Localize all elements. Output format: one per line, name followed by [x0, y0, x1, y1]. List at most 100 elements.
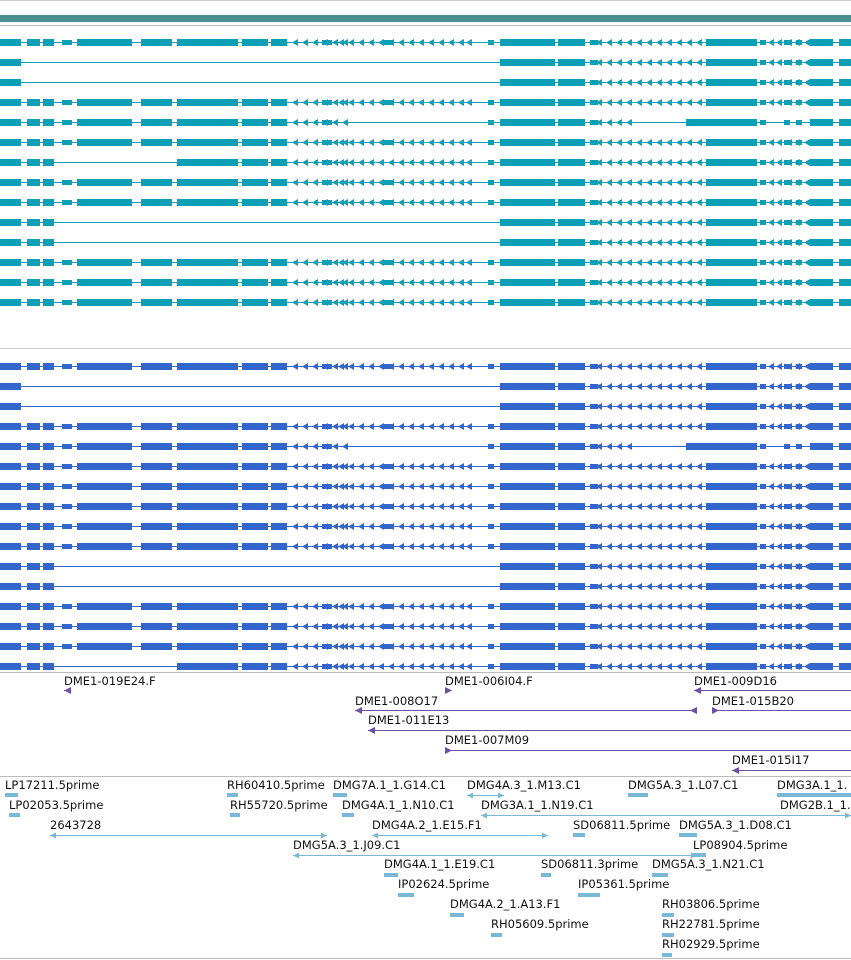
est-alignment[interactable] — [578, 893, 600, 897]
bac-label[interactable]: DME1-008O17 — [355, 694, 438, 708]
transcript-row[interactable] — [0, 79, 851, 86]
bac-clone[interactable] — [445, 747, 851, 754]
est-label[interactable]: DMG4A.3_1.M13.C1 — [467, 778, 581, 792]
est-label[interactable]: DMG5A.3_1.D08.C1 — [679, 818, 792, 832]
bac-label[interactable]: DME1-015B20 — [712, 694, 794, 708]
est-alignment[interactable] — [5, 793, 18, 797]
bac-clone[interactable] — [712, 707, 851, 714]
est-alignment[interactable] — [230, 813, 240, 817]
est-alignment[interactable] — [573, 833, 585, 837]
transcript-row[interactable] — [0, 179, 851, 186]
transcript-row[interactable] — [0, 603, 851, 610]
bac-clone[interactable] — [368, 727, 851, 734]
bac-clone[interactable] — [694, 687, 851, 694]
est-label[interactable]: RH22781.5prime — [662, 917, 760, 931]
est-label[interactable]: DMG4A.2_1.A13.F1 — [450, 897, 560, 911]
est-label[interactable]: DMG4A.2_1.E15.F1 — [372, 818, 482, 832]
est-alignment[interactable] — [628, 793, 648, 797]
est-alignment[interactable] — [227, 793, 238, 797]
est-label[interactable]: IP05361.5prime — [578, 877, 669, 891]
transcript-row[interactable] — [0, 623, 851, 630]
transcript-track-b[interactable] — [0, 363, 851, 670]
transcript-row[interactable] — [0, 239, 851, 246]
est-alignment[interactable] — [467, 792, 504, 799]
est-alignment[interactable] — [652, 873, 668, 877]
transcript-row[interactable] — [0, 59, 851, 66]
est-label[interactable]: DMG5A.3_1.J09.C1 — [293, 838, 400, 852]
est-track[interactable]: LP17211.5prime RH60410.5prime DMG7A.1_1.… — [5, 778, 851, 957]
bac-label[interactable]: DME1-009D16 — [694, 674, 777, 688]
transcript-row[interactable] — [0, 299, 851, 306]
est-alignment[interactable] — [541, 873, 551, 877]
transcript-row[interactable] — [0, 643, 851, 650]
est-label[interactable]: DMG4A.1_1.N10.C1 — [342, 798, 455, 812]
bac-label[interactable]: DME1-015I17 — [732, 753, 810, 767]
transcript-row[interactable] — [0, 39, 851, 46]
est-alignment[interactable] — [450, 913, 464, 917]
est-alignment[interactable] — [491, 933, 502, 937]
est-label[interactable]: DMG5A.3_1.N21.C1 — [652, 857, 765, 871]
est-alignment[interactable] — [662, 933, 674, 937]
transcript-row[interactable] — [0, 259, 851, 266]
est-alignment[interactable] — [777, 793, 851, 797]
transcript-row[interactable] — [0, 563, 851, 570]
est-label[interactable]: LP02053.5prime — [9, 798, 103, 812]
transcript-row[interactable] — [0, 663, 851, 670]
est-alignment[interactable] — [398, 893, 414, 897]
bac-clone-track[interactable]: DME1-019E24.F DME1-006I04.F DME1-009D16 … — [64, 674, 851, 774]
est-alignment[interactable] — [693, 853, 706, 857]
bac-clone[interactable] — [732, 767, 851, 774]
est-alignment[interactable] — [333, 793, 347, 797]
transcript-row[interactable] — [0, 583, 851, 590]
est-alignment[interactable] — [384, 873, 398, 877]
est-label[interactable]: RH55720.5prime — [230, 798, 328, 812]
est-label[interactable]: DMG4A.1_1.E19.C1 — [384, 857, 495, 871]
est-label[interactable]: LP17211.5prime — [5, 778, 99, 792]
transcript-row[interactable] — [0, 199, 851, 206]
bac-label[interactable]: DME1-011E13 — [368, 713, 449, 727]
est-label[interactable]: IP02624.5prime — [398, 877, 489, 891]
bac-label[interactable]: DME1-007M09 — [445, 733, 529, 747]
est-label[interactable]: DMG7A.1_1.G14.C1 — [333, 778, 446, 792]
est-label[interactable]: SD06811.3prime — [541, 857, 638, 871]
transcript-row[interactable] — [0, 119, 851, 126]
bac-clone[interactable] — [64, 687, 71, 694]
transcript-row[interactable] — [0, 139, 851, 146]
transcript-row[interactable] — [0, 159, 851, 166]
transcript-row[interactable] — [0, 279, 851, 286]
est-label[interactable]: RH03806.5prime — [662, 897, 760, 911]
est-label[interactable]: RH60410.5prime — [227, 778, 325, 792]
est-label[interactable]: DMG3A.1_1. — [777, 778, 847, 792]
transcript-row[interactable] — [0, 99, 851, 106]
est-label[interactable]: RH02929.5prime — [662, 937, 760, 951]
est-alignment[interactable] — [662, 953, 672, 957]
transcript-row[interactable] — [0, 463, 851, 470]
est-alignment[interactable] — [50, 832, 327, 839]
est-label[interactable]: DMG2B.1_1. — [780, 798, 851, 812]
est-alignment[interactable] — [372, 832, 548, 839]
bac-label[interactable]: DME1-019E24.F — [64, 674, 156, 688]
est-label[interactable]: SD06811.5prime — [573, 818, 670, 832]
est-alignment[interactable] — [342, 813, 354, 817]
est-label[interactable]: DMG3A.1_1.N19.C1 — [481, 798, 594, 812]
est-alignment[interactable] — [679, 833, 697, 837]
est-label[interactable]: RH05609.5prime — [491, 917, 589, 931]
bac-label[interactable]: DME1-006I04.F — [445, 674, 533, 688]
transcript-row[interactable] — [0, 219, 851, 226]
est-label[interactable]: DMG5A.3_1.L07.C1 — [628, 778, 738, 792]
transcript-row[interactable] — [0, 503, 851, 510]
transcript-track-a[interactable] — [0, 39, 851, 306]
transcript-row[interactable] — [0, 483, 851, 490]
transcript-row[interactable] — [0, 383, 851, 390]
transcript-row[interactable] — [0, 363, 851, 370]
bac-clone[interactable] — [355, 707, 697, 714]
transcript-row[interactable] — [0, 523, 851, 530]
transcript-row[interactable] — [0, 543, 851, 550]
bac-clone[interactable] — [445, 687, 452, 694]
transcript-row[interactable] — [0, 423, 851, 430]
est-alignment[interactable] — [9, 813, 20, 817]
est-label[interactable]: 2643728 — [50, 818, 101, 832]
transcript-row[interactable] — [0, 403, 851, 410]
est-alignment[interactable] — [481, 812, 851, 819]
